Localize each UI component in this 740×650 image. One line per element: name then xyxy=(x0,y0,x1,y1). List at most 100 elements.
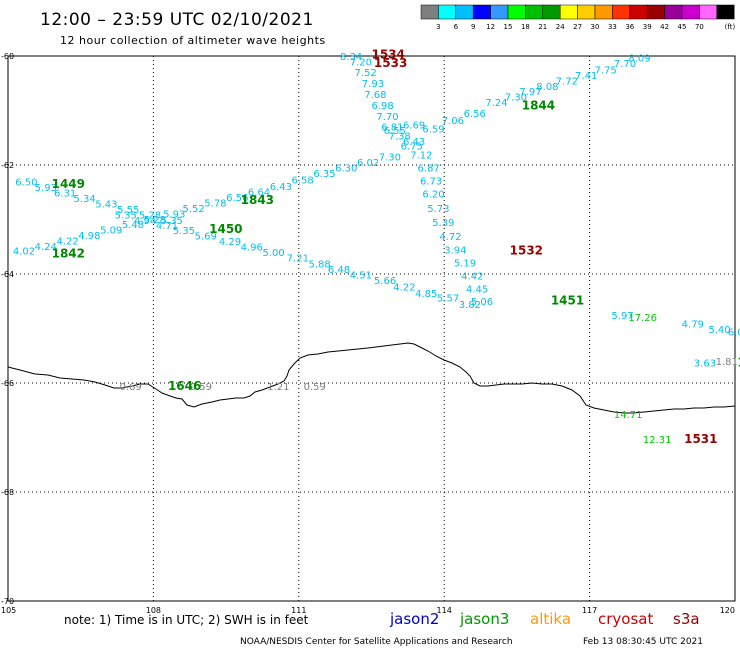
wave-height-value: 12.31 xyxy=(643,435,672,446)
wave-height-value: 5.88 xyxy=(308,259,330,270)
wave-height-value: 4.85 xyxy=(415,289,437,300)
wave-height-value: 5.48 xyxy=(122,220,144,231)
wave-height-value: 6.59 xyxy=(422,124,444,135)
footer-note: note: 1) Time is in UTC; 2) SWH is in fe… xyxy=(64,613,309,627)
lat-tick-label: -68 xyxy=(1,488,14,497)
lat-tick-label: -62 xyxy=(1,161,14,170)
footer-credit: NOAA/NESDIS Center for Satellite Applica… xyxy=(240,637,513,647)
wave-height-value: 7.75 xyxy=(594,65,616,76)
wave-height-value: 6.81 xyxy=(381,123,403,134)
wave-height-value: 4.98 xyxy=(78,231,100,242)
wave-height-value: 5.93 xyxy=(35,183,57,194)
wave-height-value: 7.12 xyxy=(410,150,432,161)
pass-time-label: 1842 xyxy=(52,247,85,261)
wave-height-value: 4.42 xyxy=(461,271,483,282)
legend-label: 45 xyxy=(678,23,687,31)
antarctic-coastline xyxy=(7,342,736,414)
wave-height-value: 7.06 xyxy=(442,116,464,127)
legend-label: 15 xyxy=(504,23,513,31)
lat-tick-label: -60 xyxy=(1,52,14,61)
wave-height-value: 6.58 xyxy=(292,176,314,187)
legend-label: 30 xyxy=(591,23,600,31)
altimeter-tracks: 8.347.207.527.937.686.987.706.81 6.697.38… xyxy=(13,52,740,446)
wave-height-value: 4.24 xyxy=(35,242,57,253)
wave-height-value: 7.72 xyxy=(556,76,578,87)
legend-label: 36 xyxy=(625,23,634,31)
legend-swatch xyxy=(490,4,509,20)
wave-height-value: 6.30 xyxy=(335,164,357,175)
legend-swatch xyxy=(681,4,700,20)
wave-height-value: 5.28 xyxy=(144,215,166,226)
legend-label: 70 xyxy=(695,23,704,31)
pass-time-label: 1534 xyxy=(372,48,405,62)
legend-label: 33 xyxy=(608,23,617,31)
legend-swatch xyxy=(472,4,491,20)
legend-swatch xyxy=(716,4,735,20)
wave-height-value: 6.20 xyxy=(422,190,444,201)
legend-label: 21 xyxy=(538,23,547,31)
wave-height-value: 6.55 xyxy=(384,126,406,137)
satellite-name: altika xyxy=(530,610,571,628)
wave-height-value: 5.78 xyxy=(204,198,226,209)
wave-height-value: 6.35 xyxy=(313,169,335,180)
wave-height-value: 6.04 xyxy=(728,328,740,339)
wave-height-value: 7.52 xyxy=(355,68,377,79)
wave-height-value: 4.22 xyxy=(393,282,415,293)
wave-height-value: 5.93 xyxy=(163,209,185,220)
wave-height-value: 5.00 xyxy=(262,248,284,259)
wave-height-value: 6.73 xyxy=(420,177,442,188)
satellite-name: s3a xyxy=(673,610,700,628)
wave-height-value: 5.66 xyxy=(374,276,396,287)
wave-height-value: 6.56 xyxy=(226,193,248,204)
wave-height-value: 5.28 xyxy=(139,210,161,221)
pass-time-label: 1531 xyxy=(684,432,717,446)
wave-height-value: 8.34 xyxy=(340,52,362,63)
wave-height-value: 4.71 xyxy=(156,221,178,232)
wave-height-value: 7.93 xyxy=(362,79,384,90)
lon-tick-label: 105 xyxy=(1,606,16,615)
legend-label: 9 xyxy=(471,23,475,31)
wave-height-value: 4.72 xyxy=(439,232,461,243)
pass-time-label: 1451 xyxy=(551,294,584,308)
footer-timestamp: Feb 13 08:30:45 UTC 2021 xyxy=(583,637,703,647)
legend-label: 6 xyxy=(454,23,459,31)
wave-height-value: 6.50 xyxy=(15,178,37,189)
pass-time-label: 1449 xyxy=(52,177,85,191)
wave-height-value: 5.34 xyxy=(73,194,95,205)
pass-time-label: 1646 xyxy=(168,379,201,393)
wave-height-value: 5.57 xyxy=(437,293,459,304)
wave-height-value: 8.09 xyxy=(628,53,650,64)
wave-height-value: 7.24 xyxy=(485,98,507,109)
wave-height-value: 6.75 xyxy=(401,142,423,153)
lat-lon-grid xyxy=(8,56,735,601)
wave-height-value: 7.20 xyxy=(350,57,372,68)
wave-height-value: 6.87 xyxy=(418,164,440,175)
map-frame xyxy=(7,55,736,602)
wave-height-value: 6.56 xyxy=(464,109,486,120)
legend-swatch xyxy=(559,4,578,20)
satellite-name: jason3 xyxy=(459,610,509,628)
legend-swatch xyxy=(507,4,526,20)
legend-swatch xyxy=(420,4,439,20)
wave-height-value: 5.06 xyxy=(471,297,493,308)
legend-swatch xyxy=(577,4,596,20)
pass-time-label: 1533 xyxy=(374,56,407,70)
legend-label: 3 xyxy=(436,23,440,31)
wave-height-value: 7.30 xyxy=(379,153,401,164)
lat-tick-label: -64 xyxy=(1,270,14,279)
legend-swatch xyxy=(664,4,683,20)
wave-height-value: 5.43 xyxy=(95,200,117,211)
wave-height-value: 5.09 xyxy=(100,226,122,237)
legend-swatch xyxy=(699,4,718,20)
wave-height-value: 4.51 xyxy=(350,270,372,281)
wave-height-value: 8.08 xyxy=(536,82,558,93)
pass-time-label: 1450 xyxy=(209,222,242,236)
lat-tick-label: -66 xyxy=(1,379,14,388)
legend-unit: (ft) xyxy=(725,23,736,31)
legend-label: 24 xyxy=(556,23,565,31)
wave-height-value: 4.02 xyxy=(13,246,35,257)
wave-height-value: 4.45 xyxy=(466,285,488,296)
wave-height-value: 5.73 xyxy=(427,204,449,215)
legend-label: 27 xyxy=(573,23,582,31)
